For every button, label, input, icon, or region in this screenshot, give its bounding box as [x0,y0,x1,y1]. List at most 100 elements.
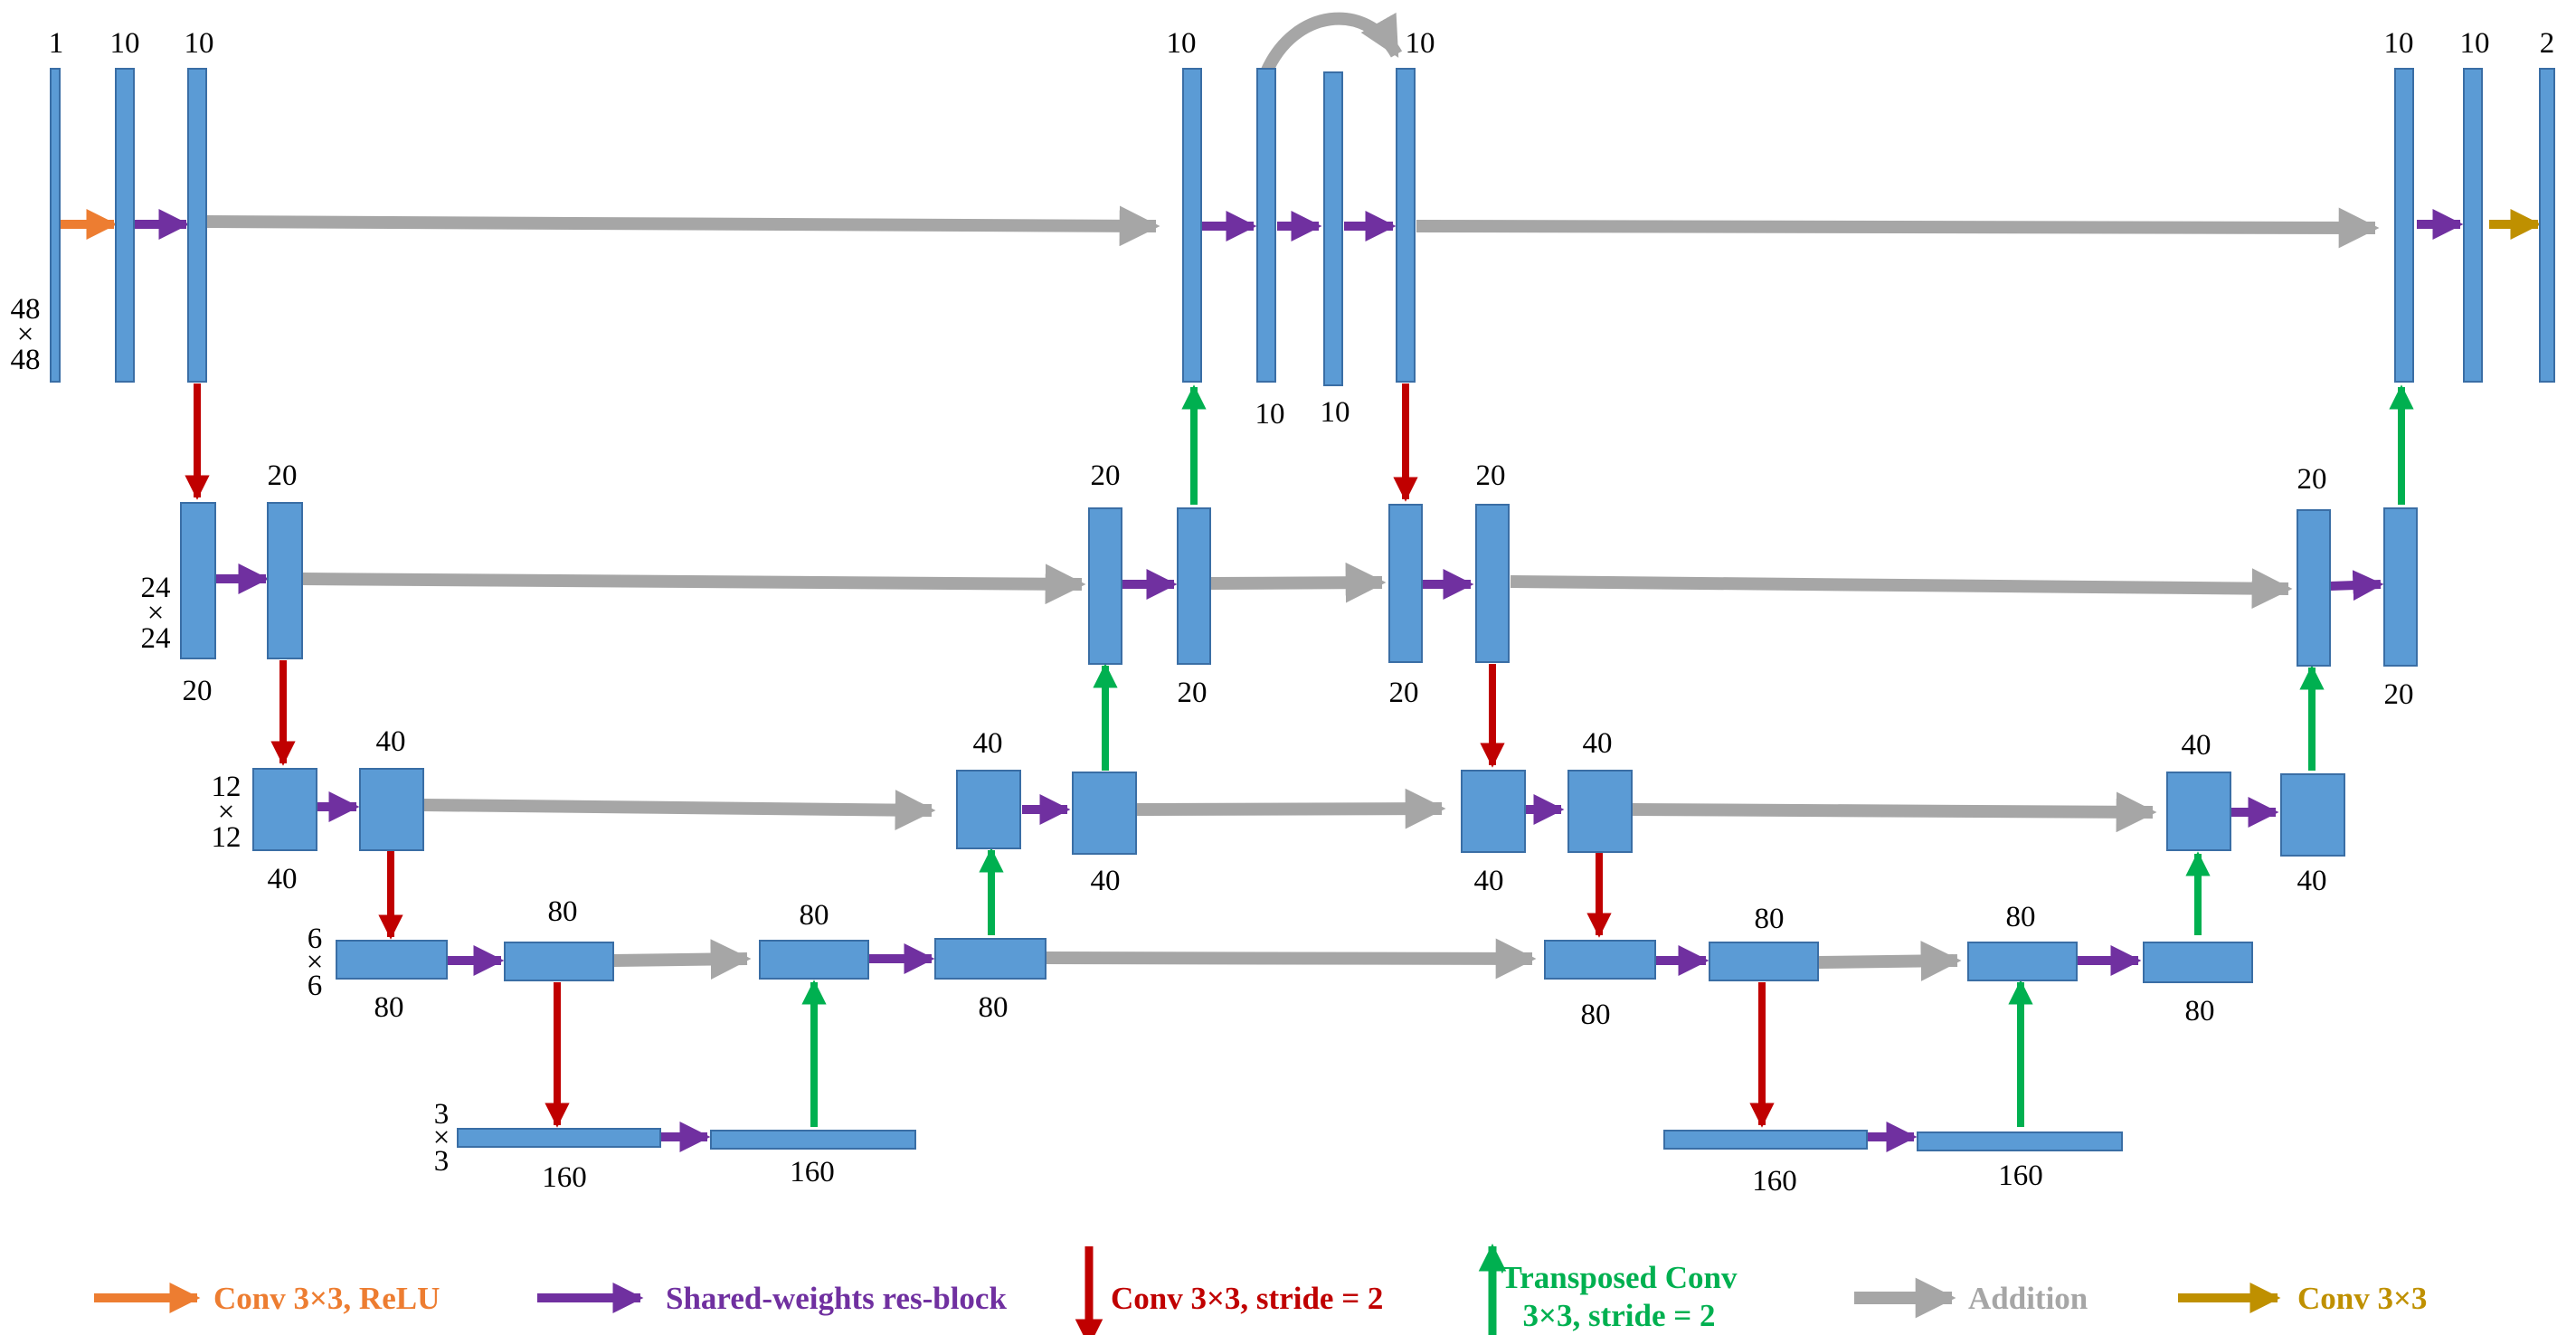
legend: Conv 3×3, ReLU Shared-weights res-block … [94,1243,2427,1335]
channel-label: 1 [49,27,64,60]
channel-label: 80 [548,895,578,928]
feature-map-block [1182,68,1202,383]
channel-label: 40 [1474,865,1504,897]
channel-label: 40 [1091,865,1121,897]
channel-label: 160 [1752,1165,1797,1198]
addition-arrow [612,939,752,980]
channel-label: 2 [2540,27,2555,60]
feature-map-block [2143,942,2253,983]
feature-map-block [457,1128,661,1148]
feature-map-block [267,502,303,659]
feature-map-block [252,768,317,851]
feature-map-block [759,940,869,980]
channel-label: 160 [1998,1160,2043,1192]
feature-map-block [180,502,216,659]
feature-map-block [1567,770,1633,853]
channel-label: 20 [1389,677,1419,709]
feature-map-block [359,768,424,851]
res-block-arrow [2329,570,2384,601]
feature-map-block [1323,71,1343,386]
legend-upsample-label-2: 3×3, stride = 2 [1523,1298,1716,1333]
addition-arrow [301,563,1086,605]
feature-map-block [2297,509,2331,667]
addition-arrow [422,790,936,830]
resolution-label: 12 [212,771,242,803]
resolution-label: 24 [141,572,171,604]
channel-label: 10 [185,27,214,60]
addition-arrow [1416,207,2380,249]
channel-label: 10 [1255,398,1285,431]
feature-map-block [1544,940,1656,980]
legend-conv-relu-label: Conv 3×3, ReLU [213,1281,440,1316]
feature-map-block [934,938,1046,980]
channel-label: 20 [1178,677,1208,709]
feature-map-block [115,68,135,383]
channel-label: 40 [2182,729,2211,762]
feature-map-block [1388,504,1423,663]
addition-arrow [1045,938,1537,980]
feature-map-block [2539,68,2555,383]
feature-map-block [1088,507,1122,665]
feature-map-block [50,68,61,383]
feature-map-block [2166,772,2231,851]
addition-arrow [205,205,1160,247]
legend-res-block-label: Shared-weights res-block [666,1281,1007,1316]
channel-label: 20 [183,675,213,707]
resolution-label: 3 [434,1145,450,1178]
channel-label: 40 [1583,727,1613,760]
feature-map-block [1917,1131,2123,1151]
channel-label: 20 [1476,459,1506,492]
resolution-label: × [147,597,165,630]
channel-label: 10 [110,27,140,60]
channel-label: 40 [2297,865,2327,897]
channel-label: 40 [376,725,406,758]
channel-label: 80 [1755,903,1785,935]
feature-map-block [2394,68,2414,383]
resolution-label: 48 [11,344,41,376]
feature-map-block [1663,1130,1868,1150]
channel-label: 40 [268,863,298,895]
channel-label: 80 [374,991,404,1024]
legend-conv-out-label: Conv 3×3 [2297,1281,2427,1316]
addition-arrow [1135,788,1446,829]
channel-label: 20 [1091,459,1121,492]
legend-upsample-label-1: Transposed Conv [1501,1260,1738,1295]
feature-map-block [187,68,207,383]
channel-label: 20 [268,459,298,492]
feature-map-block [1256,68,1276,383]
legend-downsample-label: Conv 3×3, stride = 2 [1111,1281,1383,1316]
feature-map-block [504,942,614,981]
feature-map-block [1396,68,1416,383]
feature-map-block [1475,504,1510,663]
addition-arrow [1817,941,1962,981]
feature-map-block [956,770,1021,849]
channel-label: 80 [1581,999,1611,1031]
channel-label: 80 [2006,901,2036,933]
channel-label: 10 [1167,27,1197,60]
feature-map-block [2280,773,2345,857]
channel-label: 80 [979,991,1009,1024]
channel-label: 160 [790,1156,835,1188]
channel-label: 160 [542,1161,587,1194]
addition-arrow-curved [1260,12,1403,75]
channel-label: 80 [800,899,829,932]
channel-label: 40 [973,727,1003,760]
resolution-label: × [433,1122,450,1154]
feature-map-block [710,1130,916,1150]
resolution-label: 3 [434,1098,450,1131]
addition-arrow [1631,791,2157,833]
resolution-label: 48 [11,293,41,326]
resolution-label: 12 [212,821,242,854]
feature-map-block [1177,507,1211,665]
channel-label: 20 [2297,463,2327,496]
addition-arrow [1510,568,2293,610]
resolution-label: 24 [141,622,171,655]
channel-label: 80 [2185,995,2215,1027]
feature-map-block [1709,942,1819,981]
resolution-label: × [17,318,34,351]
channel-label: 10 [1321,396,1350,429]
channel-label: 20 [2384,678,2414,711]
channel-label: 10 [2460,27,2490,60]
feature-map-block [2463,68,2483,383]
